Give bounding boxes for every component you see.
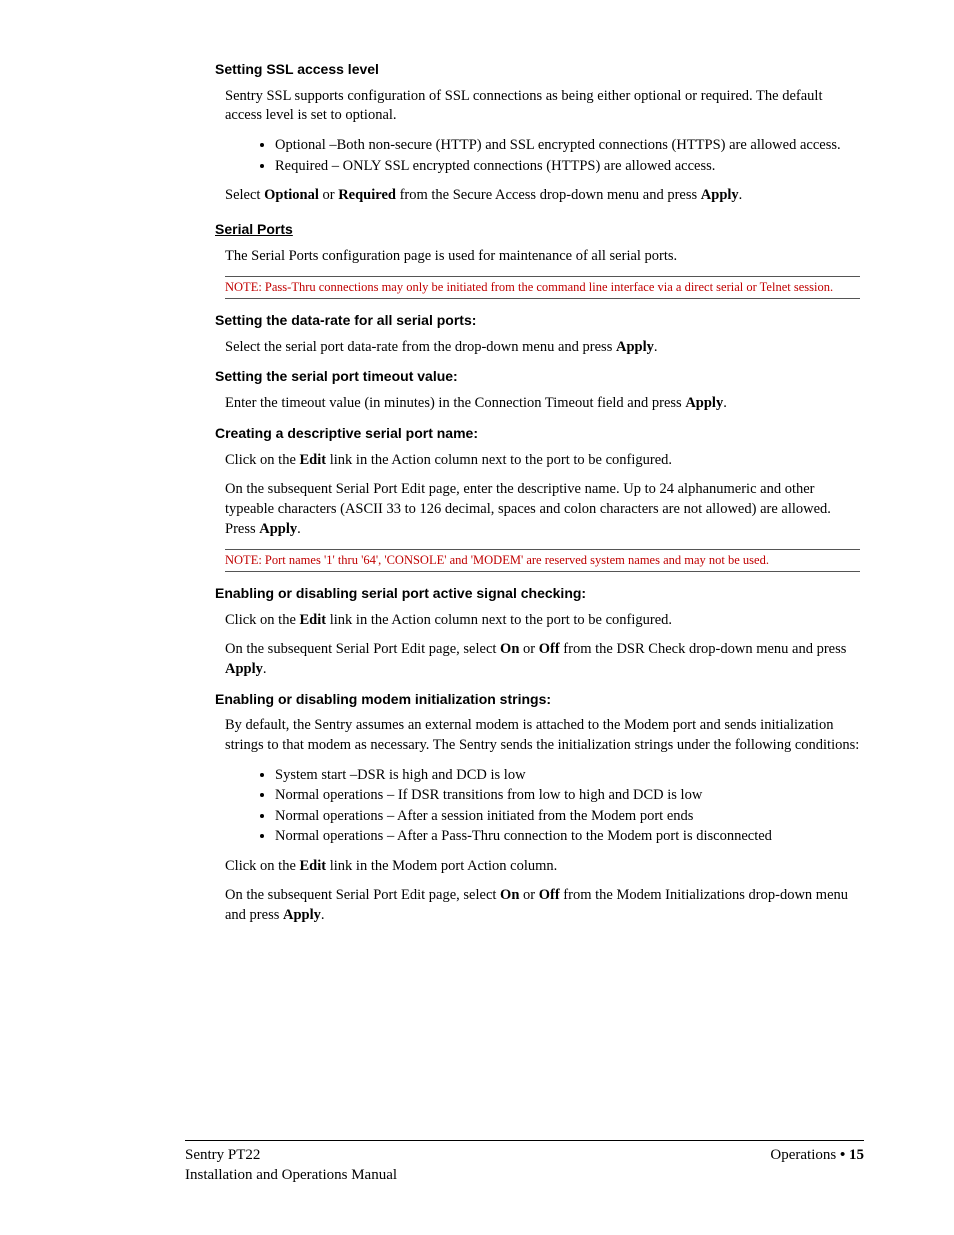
text: On the subsequent Serial Port Edit page,… <box>225 641 500 657</box>
text: . <box>263 661 267 677</box>
paragraph: On the subsequent Serial Port Edit page,… <box>215 480 860 539</box>
text: link in the Modem port Action column. <box>326 858 557 874</box>
bold-text: Edit <box>300 858 327 874</box>
bold-text: On <box>500 887 519 903</box>
text: Click on the <box>225 858 300 874</box>
bold-text: Apply <box>283 907 321 923</box>
paragraph: Select the serial port data-rate from th… <box>215 338 860 358</box>
bold-text: Apply <box>259 521 297 537</box>
list-item: Normal operations – After a Pass-Thru co… <box>275 827 860 847</box>
bold-text: Edit <box>300 612 327 628</box>
footer-product: Sentry PT22 <box>185 1145 397 1165</box>
paragraph: Select Optional or Required from the Sec… <box>215 186 860 206</box>
text: . <box>654 339 658 355</box>
list-item: Optional –Both non-secure (HTTP) and SSL… <box>275 136 860 156</box>
bullet-list-modem: System start –DSR is high and DCD is low… <box>215 766 860 847</box>
page-number: 15 <box>845 1147 864 1163</box>
bold-text: Optional <box>264 187 319 203</box>
heading-descname: Creating a descriptive serial port name: <box>215 424 860 443</box>
text: . <box>321 907 325 923</box>
text: . <box>739 187 743 203</box>
paragraph: On the subsequent Serial Port Edit page,… <box>215 886 860 925</box>
text: Select <box>225 187 264 203</box>
bold-text: On <box>500 641 519 657</box>
paragraph: Click on the Edit link in the Action col… <box>215 451 860 471</box>
footer-manual-title: Installation and Operations Manual <box>185 1165 397 1185</box>
list-item: System start –DSR is high and DCD is low <box>275 766 860 786</box>
bold-text: Apply <box>616 339 654 355</box>
bold-text: Off <box>539 641 560 657</box>
text: link in the Action column next to the po… <box>326 612 672 628</box>
paragraph: On the subsequent Serial Port Edit page,… <box>215 640 860 679</box>
bold-text: Apply <box>685 395 723 411</box>
text: Enter the timeout value (in minutes) in … <box>225 395 685 411</box>
text: On the subsequent Serial Port Edit page,… <box>225 481 831 536</box>
list-item: Normal operations – If DSR transitions f… <box>275 786 860 806</box>
note-box: NOTE: Pass-Thru connections may only be … <box>225 276 860 299</box>
footer-section: Operations <box>770 1147 840 1163</box>
bold-text: Off <box>539 887 560 903</box>
text: . <box>723 395 727 411</box>
text: from the DSR Check drop-down menu and pr… <box>560 641 847 657</box>
paragraph: The Serial Ports configuration page is u… <box>215 247 860 267</box>
text: Click on the <box>225 612 300 628</box>
text: Select the serial port data-rate from th… <box>225 339 616 355</box>
text: On the subsequent Serial Port Edit page,… <box>225 887 500 903</box>
paragraph: Click on the Edit link in the Modem port… <box>215 857 860 877</box>
heading-modem: Enabling or disabling modem initializati… <box>215 690 860 709</box>
heading-datarate: Setting the data-rate for all serial por… <box>215 311 860 330</box>
text: . <box>297 521 301 537</box>
paragraph: Sentry SSL supports configuration of SSL… <box>215 87 860 126</box>
page: Setting SSL access level Sentry SSL supp… <box>0 0 954 1235</box>
text: link in the Action column next to the po… <box>326 452 672 468</box>
bold-text: Required <box>338 187 396 203</box>
heading-timeout: Setting the serial port timeout value: <box>215 367 860 386</box>
footer-left: Sentry PT22 Installation and Operations … <box>185 1145 397 1186</box>
list-item: Required – ONLY SSL encrypted connection… <box>275 157 860 177</box>
heading-serial-ports: Serial Ports <box>215 220 860 239</box>
heading-ssl: Setting SSL access level <box>215 60 860 79</box>
text: from the Secure Access drop-down menu an… <box>396 187 701 203</box>
bold-text: Apply <box>701 187 739 203</box>
text: Click on the <box>225 452 300 468</box>
bullet-list-ssl: Optional –Both non-secure (HTTP) and SSL… <box>215 136 860 176</box>
bold-text: Edit <box>300 452 327 468</box>
paragraph: Enter the timeout value (in minutes) in … <box>215 394 860 414</box>
page-footer: Sentry PT22 Installation and Operations … <box>185 1140 864 1186</box>
footer-right: Operations • 15 <box>770 1145 864 1186</box>
text: or <box>519 641 538 657</box>
paragraph: Click on the Edit link in the Action col… <box>215 611 860 631</box>
bold-text: Apply <box>225 661 263 677</box>
heading-signal: Enabling or disabling serial port active… <box>215 584 860 603</box>
content-area: Setting SSL access level Sentry SSL supp… <box>215 60 860 925</box>
paragraph: By default, the Sentry assumes an extern… <box>215 716 860 755</box>
list-item: Normal operations – After a session init… <box>275 807 860 827</box>
note-box: NOTE: Port names '1' thru '64', 'CONSOLE… <box>225 549 860 572</box>
text: or <box>519 887 538 903</box>
text: or <box>319 187 338 203</box>
